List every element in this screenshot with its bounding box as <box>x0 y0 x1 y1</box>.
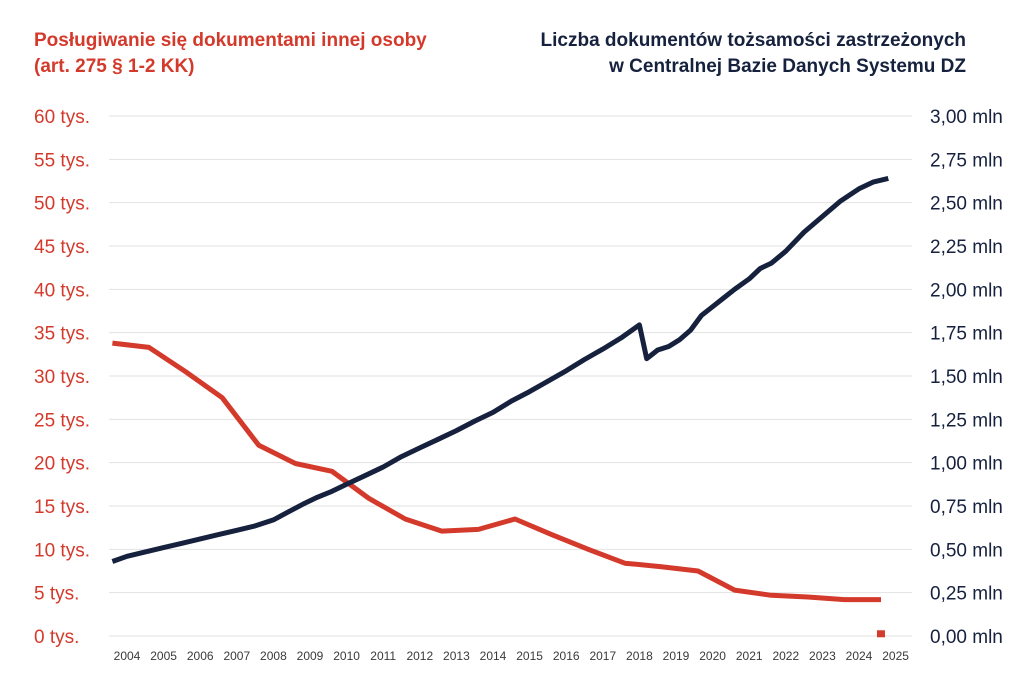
x-tick-label-2019: 2019 <box>663 649 690 663</box>
left-axis-title: Posługiwanie się dokumentami innej osoby… <box>34 28 454 80</box>
x-tick-label-2010: 2010 <box>333 649 360 663</box>
left-tick-label-5: 25 tys. <box>34 410 90 431</box>
left-tick-label-8: 40 tys. <box>34 280 90 301</box>
right-tick-label-2: 0,50 mln <box>930 540 1003 561</box>
x-tick-label-2005: 2005 <box>150 649 177 663</box>
right-tick-label-5: 1,25 mln <box>930 410 1003 431</box>
left-tick-label-4: 20 tys. <box>34 454 90 475</box>
x-tick-label-2013: 2013 <box>443 649 470 663</box>
right-tick-label-6: 1,50 mln <box>930 367 1003 388</box>
right-tick-label-3: 0,75 mln <box>930 497 1003 518</box>
x-tick-label-2017: 2017 <box>589 649 616 663</box>
right-tick-label-1: 0,25 mln <box>930 584 1003 605</box>
left-tick-label-0: 0 tys. <box>34 627 79 648</box>
x-tick-label-2018: 2018 <box>626 649 653 663</box>
right-axis-title: Liczba dokumentów tożsamości zastrzeżony… <box>506 28 966 80</box>
x-tick-label-2004: 2004 <box>114 649 141 663</box>
x-tick-label-2007: 2007 <box>223 649 250 663</box>
left-tick-label-1: 5 tys. <box>34 584 79 605</box>
right-tick-label-4: 1,00 mln <box>930 454 1003 475</box>
series-line-navy <box>111 175 889 564</box>
left-tick-label-6: 30 tys. <box>34 367 90 388</box>
left-tick-label-3: 15 tys. <box>34 497 90 518</box>
right-tick-label-9: 2,25 mln <box>930 237 1003 258</box>
x-tick-label-2008: 2008 <box>260 649 287 663</box>
series-line-red <box>112 340 881 603</box>
x-tick-label-2020: 2020 <box>699 649 726 663</box>
x-tick-label-2015: 2015 <box>516 649 543 663</box>
x-tick-label-2014: 2014 <box>480 649 507 663</box>
right-tick-label-8: 2,00 mln <box>930 280 1003 301</box>
right-tick-label-12: 3,00 mln <box>930 107 1003 128</box>
x-tick-label-2022: 2022 <box>772 649 799 663</box>
right-tick-label-11: 2,75 mln <box>930 150 1003 171</box>
x-tick-label-2011: 2011 <box>370 649 396 663</box>
left-tick-label-11: 55 tys. <box>34 150 90 171</box>
right-title-line2: w Centralnej Bazie Danych Systemu DZ <box>609 56 966 77</box>
right-tick-label-10: 2,50 mln <box>930 194 1003 215</box>
left-tick-label-10: 50 tys. <box>34 194 90 215</box>
left-tick-label-9: 45 tys. <box>34 237 90 258</box>
right-title-line1: Liczba dokumentów tożsamości zastrzeżony… <box>540 30 966 51</box>
x-tick-label-2021: 2021 <box>736 649 763 663</box>
x-tick-label-2009: 2009 <box>297 649 324 663</box>
right-tick-label-0: 0,00 mln <box>930 627 1003 648</box>
marker-point-0 <box>876 630 885 638</box>
x-tick-label-2006: 2006 <box>187 649 214 663</box>
left-tick-label-7: 35 tys. <box>34 324 90 345</box>
left-title-line2: (art. 275 § 1-2 KK) <box>34 56 195 77</box>
x-tick-label-2016: 2016 <box>553 649 580 663</box>
x-tick-label-2024: 2024 <box>846 649 873 663</box>
x-tick-label-2012: 2012 <box>406 649 433 663</box>
x-tick-label-2023: 2023 <box>809 649 836 663</box>
x-tick-label-2025: 2025 <box>882 649 909 663</box>
left-title-line1: Posługiwanie się dokumentami innej osoby <box>34 30 427 51</box>
left-tick-label-2: 10 tys. <box>34 540 90 561</box>
left-tick-label-12: 60 tys. <box>34 107 90 128</box>
right-tick-label-7: 1,75 mln <box>930 324 1003 345</box>
